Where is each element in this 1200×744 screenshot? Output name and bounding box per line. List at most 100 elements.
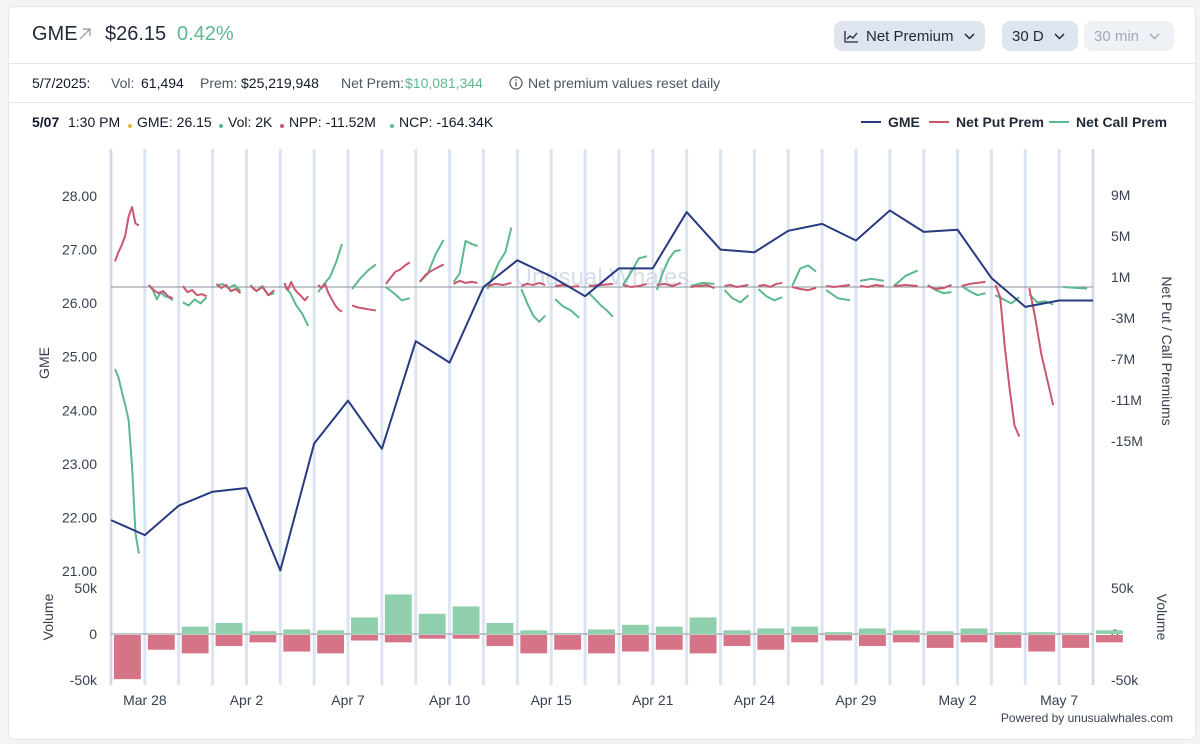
call-volume-bar bbox=[181, 626, 209, 634]
powered-by[interactable]: Powered by unusualwhales.com bbox=[1000, 711, 1173, 725]
net-put-prem-line bbox=[994, 284, 1021, 438]
net-call-prem-line bbox=[859, 277, 884, 282]
call-volume-bar bbox=[960, 628, 988, 634]
legend-swatch bbox=[929, 121, 949, 123]
x-tick-label: Apr 29 bbox=[835, 692, 876, 708]
y2-tick-label: -11M bbox=[1111, 392, 1142, 408]
y-axis-title: GME bbox=[36, 347, 52, 379]
call-volume-bar bbox=[723, 630, 751, 634]
x-tick-label: May 7 bbox=[1040, 692, 1078, 708]
call-volume-bar bbox=[486, 622, 514, 634]
call-volume-bar bbox=[621, 624, 649, 634]
net-put-prem-line bbox=[1028, 287, 1055, 406]
net-put-prem-line bbox=[148, 284, 174, 300]
x-tick-label: Apr 7 bbox=[331, 692, 365, 708]
y2-axis-title: Net Put / Call Premiums bbox=[1159, 276, 1175, 425]
put-volume-bar bbox=[689, 635, 717, 654]
net-put-prem-line bbox=[825, 283, 851, 288]
crosshair-readout: 5/07 1:30 PM GME: 26.15 Vol: 2K NPP: -11… bbox=[9, 111, 1195, 133]
readout-gme: GME: 26.15 bbox=[137, 114, 212, 130]
volume-axis-title: Volume bbox=[40, 593, 56, 640]
call-volume-bar bbox=[858, 628, 886, 634]
vol-label: Vol: bbox=[111, 75, 135, 91]
net-call-prem-line bbox=[655, 249, 681, 291]
net-put-prem-line bbox=[656, 281, 682, 287]
x-tick-label: Apr 24 bbox=[734, 692, 775, 708]
put-volume-bar bbox=[520, 635, 548, 654]
net-call-prem-line bbox=[825, 289, 851, 302]
call-volume-bar bbox=[249, 631, 277, 634]
put-volume-bar bbox=[994, 635, 1022, 648]
legend-item-gme[interactable]: GME bbox=[861, 114, 920, 130]
price: $26.15 bbox=[105, 23, 167, 45]
net-put-prem-line bbox=[283, 280, 309, 302]
line-chart-icon bbox=[844, 30, 858, 43]
net-put-prem-line bbox=[622, 282, 648, 288]
call-volume-bar bbox=[384, 594, 412, 634]
call-volume-bar bbox=[791, 626, 819, 634]
net-call-prem-line bbox=[114, 368, 140, 554]
price-premium-chart[interactable]: Unusual Whales28.0027.0026.0025.0024.002… bbox=[9, 7, 1196, 740]
price-change: 0.42% bbox=[177, 23, 234, 45]
external-link-arrow-icon[interactable] bbox=[77, 26, 93, 42]
interval-dropdown[interactable]: 30 min bbox=[1084, 21, 1174, 51]
summary-row: 5/7/2025: Vol: 61,494 Prem: $25,219,948 … bbox=[9, 64, 1195, 102]
y-tick-label: 26.00 bbox=[62, 295, 97, 311]
readout-ncp: NCP: -164.34K bbox=[399, 114, 494, 130]
range-label: 30 D bbox=[1012, 27, 1044, 45]
call-volume-bar bbox=[689, 617, 717, 634]
chevron-down-icon bbox=[964, 32, 975, 40]
put-volume-bar bbox=[317, 635, 345, 654]
net-put-prem-line bbox=[215, 283, 242, 294]
net-call-prem-line bbox=[351, 263, 377, 290]
x-tick-label: Apr 15 bbox=[531, 692, 572, 708]
put-volume-bar bbox=[249, 635, 277, 643]
put-volume-bar bbox=[452, 635, 480, 639]
legend-swatch bbox=[1049, 121, 1069, 123]
readout-time: 1:30 PM bbox=[68, 114, 121, 130]
info-icon[interactable] bbox=[509, 76, 523, 90]
net-put-prem-line bbox=[114, 206, 140, 262]
net-call-prem-line bbox=[622, 255, 648, 286]
put-volume-bar bbox=[825, 635, 852, 641]
net-call-prem-line bbox=[723, 289, 750, 304]
net-put-prem-line bbox=[758, 281, 783, 288]
prem-value: $25,219,948 bbox=[241, 75, 319, 91]
net-put-prem-line bbox=[588, 282, 614, 287]
legend-label: Net Call Prem bbox=[1076, 114, 1168, 130]
readout-dot bbox=[219, 124, 223, 128]
y-tick-label: 28.00 bbox=[62, 188, 97, 204]
net-call-prem-line bbox=[690, 281, 715, 287]
metric-dropdown[interactable]: Net Premium bbox=[834, 21, 985, 51]
ticker-symbol[interactable]: GME bbox=[32, 23, 78, 45]
volume-tick-label: -50k bbox=[70, 672, 98, 688]
put-volume-bar bbox=[858, 635, 886, 647]
call-volume-bar bbox=[825, 632, 852, 634]
y2-tick-label: 9M bbox=[1111, 187, 1130, 203]
legend-item-net-put-prem[interactable]: Net Put Prem bbox=[929, 114, 1044, 130]
net-call-prem-line bbox=[182, 296, 208, 307]
call-volume-bar bbox=[452, 606, 480, 634]
summary-date: 5/7/2025: bbox=[32, 75, 91, 91]
volume-tick-label-right: -50k bbox=[1111, 672, 1139, 688]
y2-tick-label: 1M bbox=[1111, 269, 1130, 285]
net-prem-label: Net Prem: bbox=[341, 75, 405, 91]
range-dropdown[interactable]: 30 D bbox=[1002, 21, 1078, 51]
put-volume-bar bbox=[114, 635, 141, 680]
net-call-prem-line bbox=[419, 239, 445, 283]
call-volume-bar bbox=[655, 626, 683, 634]
chart-card: GME $26.15 0.42% Net Premium 30 D 30 min… bbox=[8, 6, 1196, 740]
legend-label: Net Put Prem bbox=[956, 114, 1044, 130]
chevron-down-icon bbox=[1054, 32, 1065, 40]
y-tick-label: 27.00 bbox=[62, 242, 97, 258]
vol-value: 61,494 bbox=[141, 75, 184, 91]
put-volume-bar bbox=[588, 635, 615, 654]
put-volume-bar bbox=[418, 635, 446, 639]
call-volume-bar bbox=[892, 630, 920, 634]
y2-tick-label: -3M bbox=[1111, 310, 1135, 326]
legend-item-net-call-prem[interactable]: Net Call Prem bbox=[1049, 114, 1167, 130]
gme-price-line bbox=[110, 209, 1093, 572]
metric-label: Net Premium bbox=[866, 27, 954, 45]
net-call-prem-line bbox=[452, 239, 478, 283]
net-put-prem-line bbox=[690, 283, 715, 289]
